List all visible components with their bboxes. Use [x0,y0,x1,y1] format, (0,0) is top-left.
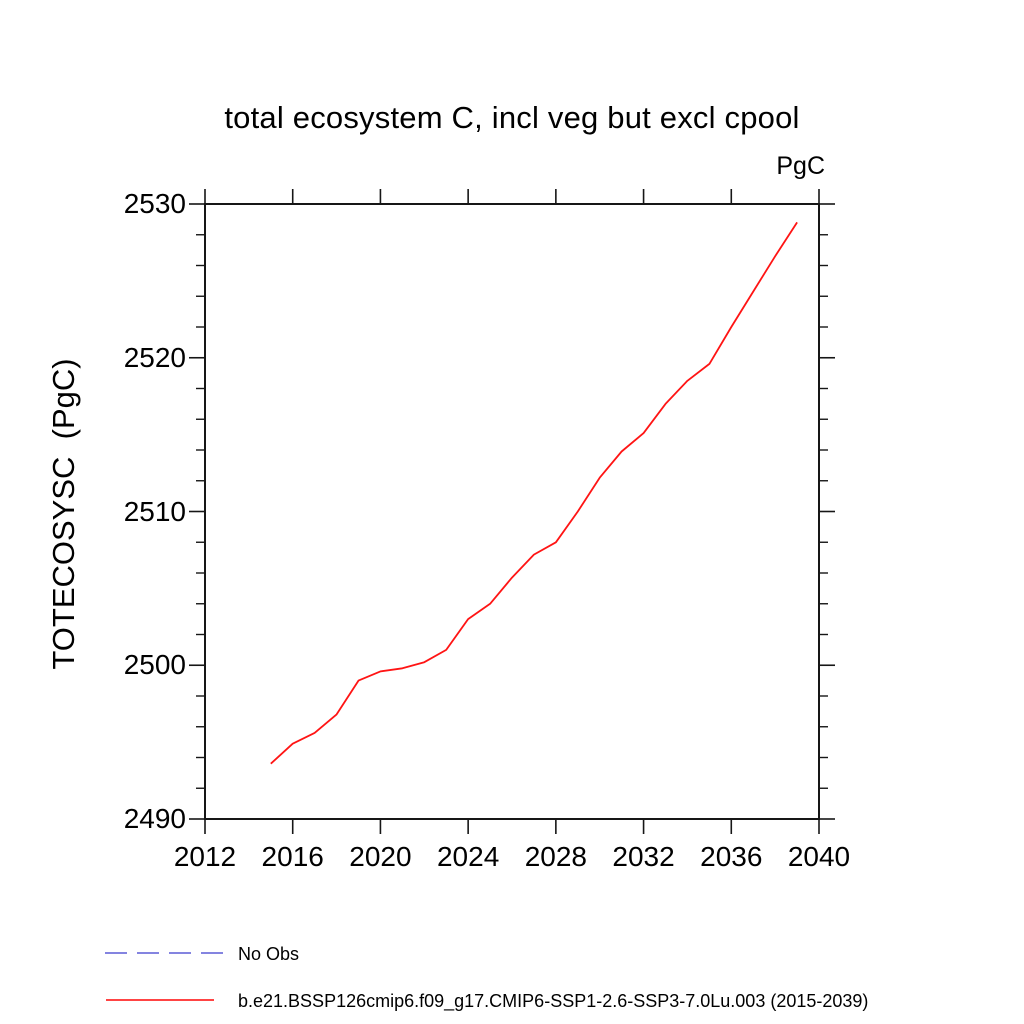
plot-frame [204,203,820,820]
x-tick-label: 2028 [524,841,587,872]
y-tick-label: 2510 [123,495,186,527]
legend-line-no-obs [105,952,223,954]
y-tick-label: 2490 [123,803,186,834]
series-line [270,221,798,765]
x-tick-label: 2016 [261,841,324,872]
y-tick-label: 2500 [123,649,186,681]
unit-label: PgC [776,152,825,180]
chart-title: total ecosystem C, incl veg but excl cpo… [224,100,800,135]
legend-line-series [106,999,214,1001]
x-tick-label: 2020 [349,841,412,872]
x-tick-label: 2040 [787,841,851,872]
y-tick-label: 2520 [123,341,186,373]
y-tick-label: 2530 [123,188,186,219]
x-tick-label: 2024 [436,841,500,872]
x-tick-label: 2012 [173,841,237,872]
x-tick-label: 2036 [700,841,763,872]
x-tick-label: 2032 [612,841,675,872]
legend-label-no-obs: No Obs [238,944,300,964]
legend-label-series: b.e21.BSSP126cmip6.f09_g17.CMIP6-SSP1-2.… [238,991,869,1011]
